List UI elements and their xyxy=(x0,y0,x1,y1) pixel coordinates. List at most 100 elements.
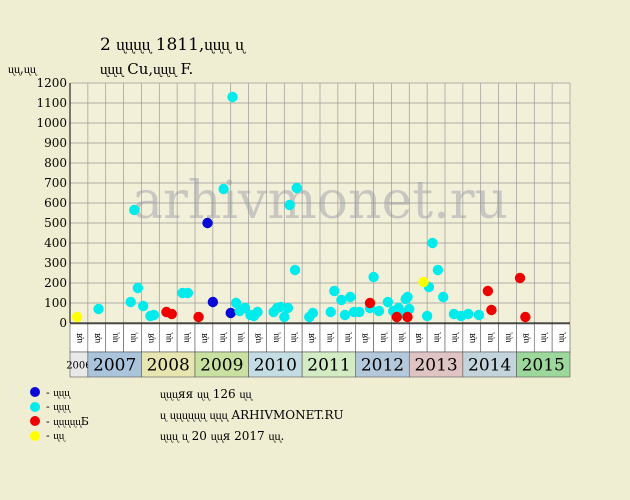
slot-label: ᶙᶙ xyxy=(164,332,174,343)
y-tick-label: 1000 xyxy=(36,116,67,130)
legend-item: - ᶙᶙ xyxy=(30,429,89,444)
data-point xyxy=(345,291,356,303)
data-point xyxy=(364,297,376,309)
year-label: 2013 xyxy=(414,356,457,376)
data-point xyxy=(284,199,295,211)
year-label: 2014 xyxy=(468,356,511,376)
data-point xyxy=(148,309,160,321)
legend-label: - ᶙᶙᶙᶙᶙБ xyxy=(46,414,89,428)
data-point xyxy=(71,311,83,323)
note-count: ᶙᶙᶙяя ᶙᶙ 126 ᶙᶙ xyxy=(160,387,252,401)
legend-item: - ᶙᶙᶙ xyxy=(30,400,89,415)
y-tick-label: 1200 xyxy=(36,76,67,90)
year-cell xyxy=(355,351,410,378)
data-point xyxy=(514,272,526,284)
data-point xyxy=(207,296,219,308)
y-tick-label: 400 xyxy=(44,236,67,250)
y-tick-label: 500 xyxy=(44,216,67,230)
year-label: 2012 xyxy=(361,356,404,376)
y-tick-label: 200 xyxy=(44,276,67,290)
y-tick-label: 1100 xyxy=(36,96,67,110)
year-label: 2009 xyxy=(200,356,243,376)
data-point xyxy=(482,285,494,297)
legend-swatch-yellow xyxy=(30,430,40,441)
data-point xyxy=(427,237,438,249)
y-tick-label: 0 xyxy=(59,316,67,330)
slot-label: ᶙᶙ xyxy=(450,332,460,343)
data-point xyxy=(125,296,136,308)
slot-label: ᶙя xyxy=(146,333,156,344)
year-cell xyxy=(87,351,142,378)
y-tick-label: 100 xyxy=(44,296,67,310)
data-point xyxy=(421,310,433,322)
legend-swatch-blue xyxy=(30,387,40,398)
slot-label: ᶙя xyxy=(75,333,85,344)
data-point xyxy=(282,302,294,314)
data-point xyxy=(438,291,449,303)
year-cell xyxy=(408,351,464,378)
data-point xyxy=(382,296,394,308)
data-point xyxy=(368,271,379,283)
slot-label: ᶙᶙ xyxy=(218,332,228,343)
slot-label: ᶙᶙ xyxy=(432,332,442,343)
data-point xyxy=(463,308,474,320)
slot-label: ᶙᶙ xyxy=(325,332,335,343)
legend-item: - ᶙᶙᶙᶙᶙБ xyxy=(30,414,89,429)
data-point xyxy=(129,204,140,216)
data-point xyxy=(307,307,319,319)
slot-label: ᶙᶙ xyxy=(539,332,549,343)
y-tick-label: 800 xyxy=(44,156,67,170)
legend: - ᶙᶙᶙ - ᶙᶙᶙ - ᶙᶙᶙᶙᶙБ - ᶙᶙ xyxy=(30,385,89,443)
year-cell xyxy=(462,351,517,378)
slot-label: ᶙᶙ xyxy=(486,332,496,343)
data-point xyxy=(279,311,290,323)
slot-label: ᶙя xyxy=(361,333,371,344)
data-point xyxy=(402,291,413,303)
data-point xyxy=(325,306,336,318)
legend-swatch-red xyxy=(30,416,40,427)
slot-label: ᶙя xyxy=(521,333,531,344)
data-point xyxy=(486,304,497,316)
slot-label: ᶙя xyxy=(200,333,210,344)
data-point xyxy=(418,276,429,288)
data-point xyxy=(336,294,347,306)
year-label: 2011 xyxy=(307,356,350,376)
year-label: 2010 xyxy=(254,356,297,376)
year-label: 2006 xyxy=(66,361,91,372)
slot-label: ᶙᶙ xyxy=(111,332,121,343)
data-point xyxy=(182,287,194,299)
data-point xyxy=(218,183,229,195)
note-date: ᶙᶙᶙ ᶙ 20 ᶙᶙя 2017 ᶙᶙ. xyxy=(160,429,285,443)
y-tick-label: 900 xyxy=(44,136,67,150)
legend-item: - ᶙᶙᶙ xyxy=(30,385,89,400)
y-tick-label: 300 xyxy=(44,256,67,270)
year-cell xyxy=(516,351,571,378)
data-point xyxy=(93,303,104,315)
data-point xyxy=(404,303,415,315)
legend-label: - ᶙᶙᶙ xyxy=(46,400,70,414)
data-point xyxy=(252,306,263,318)
y-tick-label: 600 xyxy=(44,196,67,210)
slot-label: ᶙᶙ xyxy=(271,332,281,343)
chart-notes: ᶙᶙᶙяя ᶙᶙ 126 ᶙᶙ ᶙ ᶙᶙᶙᶙᶙᶙ ᶙᶙᶙ ARHIVMONET.… xyxy=(160,384,344,447)
data-point xyxy=(402,311,413,323)
year-label: 2008 xyxy=(147,356,190,376)
year-cell xyxy=(248,351,303,378)
legend-label: - ᶙᶙᶙ xyxy=(46,385,70,399)
data-point xyxy=(132,282,144,294)
data-point xyxy=(373,305,385,317)
data-point xyxy=(289,264,301,276)
data-point xyxy=(473,309,485,321)
slot-label: ᶙᶙ xyxy=(557,332,567,343)
year-cell xyxy=(141,351,196,378)
data-point xyxy=(225,307,236,319)
data-point xyxy=(227,91,238,103)
slot-label: ᶙᶙ xyxy=(343,332,353,343)
year-label: 2007 xyxy=(93,356,136,376)
data-point xyxy=(432,264,444,276)
slot-label: ᶙᶙ xyxy=(504,332,514,343)
slot-label: ᶙᶙ xyxy=(289,332,299,343)
data-point xyxy=(354,306,365,318)
slot-label: ᶙя xyxy=(468,333,478,344)
